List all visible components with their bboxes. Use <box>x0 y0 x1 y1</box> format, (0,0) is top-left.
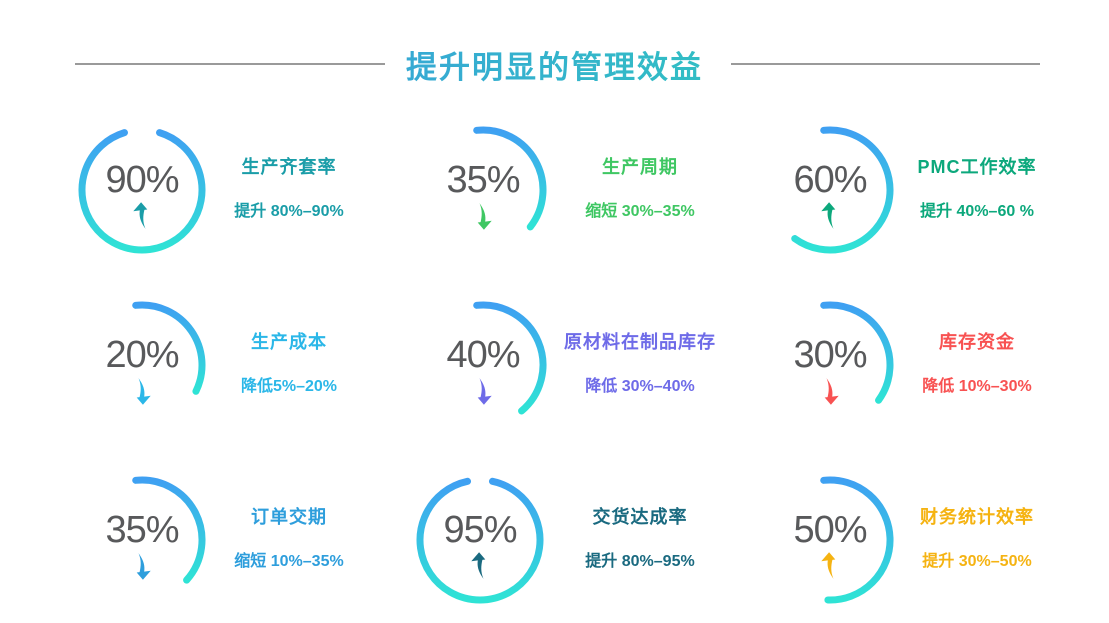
trend-down-arrow-icon <box>824 377 839 405</box>
metric-title: 生产成本 <box>251 332 327 352</box>
progress-arc <box>473 301 547 415</box>
ring-center: 50% <box>760 470 900 610</box>
percent-value: 35% <box>446 158 520 201</box>
metric-text: 生产周期 缩短 30%–35% <box>520 155 760 223</box>
trend-up-arrow-icon <box>133 201 148 229</box>
ring-center: 95% <box>410 470 550 610</box>
trend-up-arrow-icon <box>821 551 836 579</box>
percent-value: 95% <box>443 508 517 551</box>
percent-value: 50% <box>793 508 867 551</box>
progress-ring: 40% <box>413 295 553 435</box>
ring-center: 35% <box>413 120 553 260</box>
percent-value: 20% <box>105 333 179 376</box>
metric-text: 原材料在制品库存 降低 30%–40% <box>520 330 760 398</box>
trend-down-arrow-icon <box>136 552 151 580</box>
metric-title: 订单交期 <box>251 507 327 527</box>
metric-subtitle: 提升 80%–90% <box>234 203 344 220</box>
metric-title: 财务统计效率 <box>920 507 1034 527</box>
metric-text: 财务统计效率 提升 30%–50% <box>857 505 1097 573</box>
metric-subtitle: 提升 30%–50% <box>922 553 1032 570</box>
ring-center: 60% <box>760 120 900 260</box>
trend-down-arrow-icon <box>136 377 151 405</box>
metric-text: 订单交期 缩短 10%–35% <box>169 505 409 573</box>
progress-arc <box>78 129 206 254</box>
percent-value: 60% <box>793 158 867 201</box>
ring-center: 40% <box>413 295 553 435</box>
metric-subtitle: 缩短 10%–35% <box>234 553 344 570</box>
progress-arc <box>820 301 894 404</box>
metric-title: 库存资金 <box>939 332 1015 352</box>
trend-down-arrow-icon <box>477 377 492 405</box>
trend-up-arrow-icon <box>821 201 836 229</box>
metric-subtitle: 降低 30%–40% <box>585 378 695 395</box>
metric-subtitle: 提升 80%–95% <box>585 553 695 570</box>
metric-subtitle: 缩短 30%–35% <box>585 203 695 220</box>
ring-center: 90% <box>72 120 212 260</box>
progress-ring: 20% <box>72 295 212 435</box>
percent-value: 30% <box>793 333 867 376</box>
metric-title: 生产周期 <box>602 157 678 177</box>
ring-center: 30% <box>760 295 900 435</box>
progress-arc <box>132 301 206 395</box>
page-title: 提升明显的管理效益 <box>0 42 1109 87</box>
progress-ring: 35% <box>413 120 553 260</box>
progress-arc <box>820 476 894 604</box>
metric-title: 原材料在制品库存 <box>564 332 716 352</box>
progress-ring: 30% <box>760 295 900 435</box>
progress-arc <box>416 477 544 604</box>
percent-value: 40% <box>446 333 520 376</box>
metric-text: PMC工作效率 提升 40%–60 % <box>857 155 1097 223</box>
progress-arc <box>791 126 894 254</box>
metric-title: 交货达成率 <box>592 507 688 527</box>
trend-up-arrow-icon <box>471 551 486 579</box>
ring-center: 20% <box>72 295 212 435</box>
metric-text: 生产成本 降低5%–20% <box>169 330 409 398</box>
header-rule-right <box>731 63 1040 65</box>
progress-ring: 90% <box>72 120 212 260</box>
metric-title: 生产齐套率 <box>241 157 337 177</box>
progress-arc <box>132 476 206 584</box>
metric-text: 库存资金 降低 10%–30% <box>857 330 1097 398</box>
percent-value: 35% <box>105 508 179 551</box>
metric-subtitle: 降低5%–20% <box>240 378 338 395</box>
header-rule-left <box>75 63 385 65</box>
progress-ring: 60% <box>760 120 900 260</box>
progress-arc <box>473 126 547 231</box>
progress-ring: 35% <box>72 470 212 610</box>
metric-text: 交货达成率 提升 80%–95% <box>520 505 760 573</box>
progress-ring: 50% <box>760 470 900 610</box>
percent-value: 90% <box>105 158 179 201</box>
trend-down-arrow-icon <box>477 202 492 230</box>
progress-ring: 95% <box>410 470 550 610</box>
metric-subtitle: 提升 40%–60 % <box>920 203 1034 220</box>
ring-center: 35% <box>72 470 212 610</box>
metric-title: PMC工作效率 <box>917 157 1037 177</box>
metric-text: 生产齐套率 提升 80%–90% <box>169 155 409 223</box>
metric-subtitle: 降低 10%–30% <box>922 378 1032 395</box>
